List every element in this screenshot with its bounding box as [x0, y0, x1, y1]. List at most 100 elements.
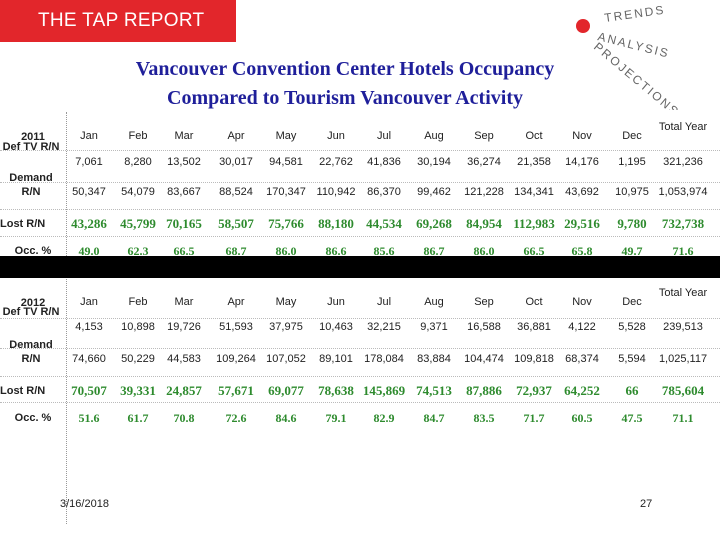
row-label-occ: Occ. %: [14, 245, 52, 257]
row-label-demand: Demand R/N: [9, 339, 53, 365]
lost-value: 84,954: [466, 216, 502, 231]
row-divider: [0, 182, 720, 183]
occupancy-value: 51.6: [78, 411, 100, 425]
demand-value: 109,264: [216, 353, 256, 365]
lost-value: 145,869: [362, 383, 406, 398]
row-divider: [0, 402, 720, 403]
def-tv-value: 8,280: [124, 156, 152, 168]
demand-value: 110,942: [316, 186, 356, 198]
occupancy-value: 62.3: [127, 244, 149, 258]
occupancy-value: 82.9: [373, 411, 395, 425]
occupancy-value: 70.8: [173, 411, 195, 425]
def-tv-value: 7,061: [75, 156, 103, 168]
demand-value: 83,667: [167, 186, 201, 198]
occupancy-value: 68.7: [225, 244, 247, 258]
column-header: Dec: [622, 296, 642, 308]
column-header: Mar: [174, 296, 194, 308]
demand-value: 109,818: [514, 353, 554, 365]
occupancy-value: 84.7: [423, 411, 445, 425]
table-year: 2011: [21, 131, 45, 143]
lost-value: 732,738: [661, 216, 705, 231]
def-tv-value: 16,588: [467, 321, 501, 333]
footer-date: 3/16/2018: [60, 498, 109, 510]
logo-word-trends: TRENDS: [603, 3, 666, 25]
occupancy-value: 71.1: [672, 411, 694, 425]
def-tv-value: 239,513: [663, 321, 703, 333]
occupancy-value: 47.5: [621, 411, 643, 425]
def-tv-value: 321,236: [663, 156, 703, 168]
lost-value: 87,886: [466, 383, 502, 398]
row-label-lost: Lost R/N: [0, 385, 46, 397]
demand-value: 44,583: [167, 353, 201, 365]
column-header: Apr: [227, 130, 245, 142]
occupancy-value: 72.6: [225, 411, 247, 425]
section-separator-bar: [0, 256, 720, 278]
column-header: Oct: [525, 296, 543, 308]
column-header: Feb: [128, 130, 148, 142]
def-tv-value: 9,371: [420, 321, 448, 333]
def-tv-value: 30,194: [417, 156, 451, 168]
lost-value: 70,165: [166, 216, 202, 231]
row-divider: [0, 236, 720, 237]
row-label-lost: Lost R/N: [0, 218, 46, 230]
def-tv-value: 1,195: [618, 156, 646, 168]
occupancy-value: 71.7: [523, 411, 545, 425]
column-header: Jan: [80, 296, 98, 308]
column-header: Nov: [572, 296, 592, 308]
column-header: Feb: [128, 296, 148, 308]
row-label-def-tv: Def TV R/N: [2, 306, 60, 318]
def-tv-value: 41,836: [367, 156, 401, 168]
occupancy-value: 49.7: [621, 244, 643, 258]
column-header: Aug: [424, 296, 444, 308]
column-header: Jun: [327, 130, 345, 142]
demand-value: 178,084: [364, 353, 404, 365]
demand-value: 134,341: [514, 186, 554, 198]
def-tv-value: 4,153: [75, 321, 103, 333]
def-tv-value: 19,726: [167, 321, 201, 333]
lost-value: 69,268: [416, 216, 452, 231]
demand-value: 43,692: [565, 186, 599, 198]
page-title-line1: Vancouver Convention Center Hotels Occup…: [135, 58, 555, 80]
column-header: Total Year: [658, 121, 708, 133]
occupancy-value: 86.0: [473, 244, 495, 258]
lost-value: 88,180: [318, 216, 354, 231]
row-divider: [0, 348, 720, 349]
page-title-line2: Compared to Tourism Vancouver Activity: [167, 87, 523, 109]
lost-value: 75,766: [268, 216, 304, 231]
lost-value: 112,983: [513, 216, 555, 231]
def-tv-value: 13,502: [167, 156, 201, 168]
def-tv-value: 51,593: [219, 321, 253, 333]
occupancy-value: 65.8: [571, 244, 593, 258]
demand-value: 88,524: [219, 186, 253, 198]
def-tv-value: 4,122: [568, 321, 596, 333]
row-label-occ: Occ. %: [14, 412, 52, 424]
column-header: Jul: [376, 130, 392, 142]
demand-value: 50,347: [72, 186, 106, 198]
demand-value: 68,374: [565, 353, 599, 365]
def-tv-value: 10,898: [121, 321, 155, 333]
row-divider: [0, 318, 720, 319]
lost-value: 57,671: [218, 383, 254, 398]
lost-value: 39,331: [120, 383, 156, 398]
demand-value: 89,101: [319, 353, 353, 365]
column-header: May: [275, 296, 297, 308]
demand-value: 121,228: [464, 186, 504, 198]
def-tv-value: 5,528: [618, 321, 646, 333]
column-header: Dec: [622, 130, 642, 142]
column-header: Aug: [424, 130, 444, 142]
demand-value: 83,884: [417, 353, 451, 365]
column-header: Jun: [327, 296, 345, 308]
demand-value: 54,079: [121, 186, 155, 198]
table-year: 2012: [20, 297, 46, 309]
column-header: Oct: [525, 130, 543, 142]
demand-value: 74,660: [72, 353, 106, 365]
lost-value: 9,780: [617, 216, 647, 231]
def-tv-value: 21,358: [517, 156, 551, 168]
occupancy-value: 66.5: [523, 244, 545, 258]
row-divider: [0, 150, 720, 151]
lost-value: 58,507: [218, 216, 254, 231]
demand-value: 10,975: [615, 186, 649, 198]
demand-value: 99,462: [417, 186, 451, 198]
occupancy-value: 83.5: [473, 411, 495, 425]
occupancy-value: 79.1: [325, 411, 347, 425]
